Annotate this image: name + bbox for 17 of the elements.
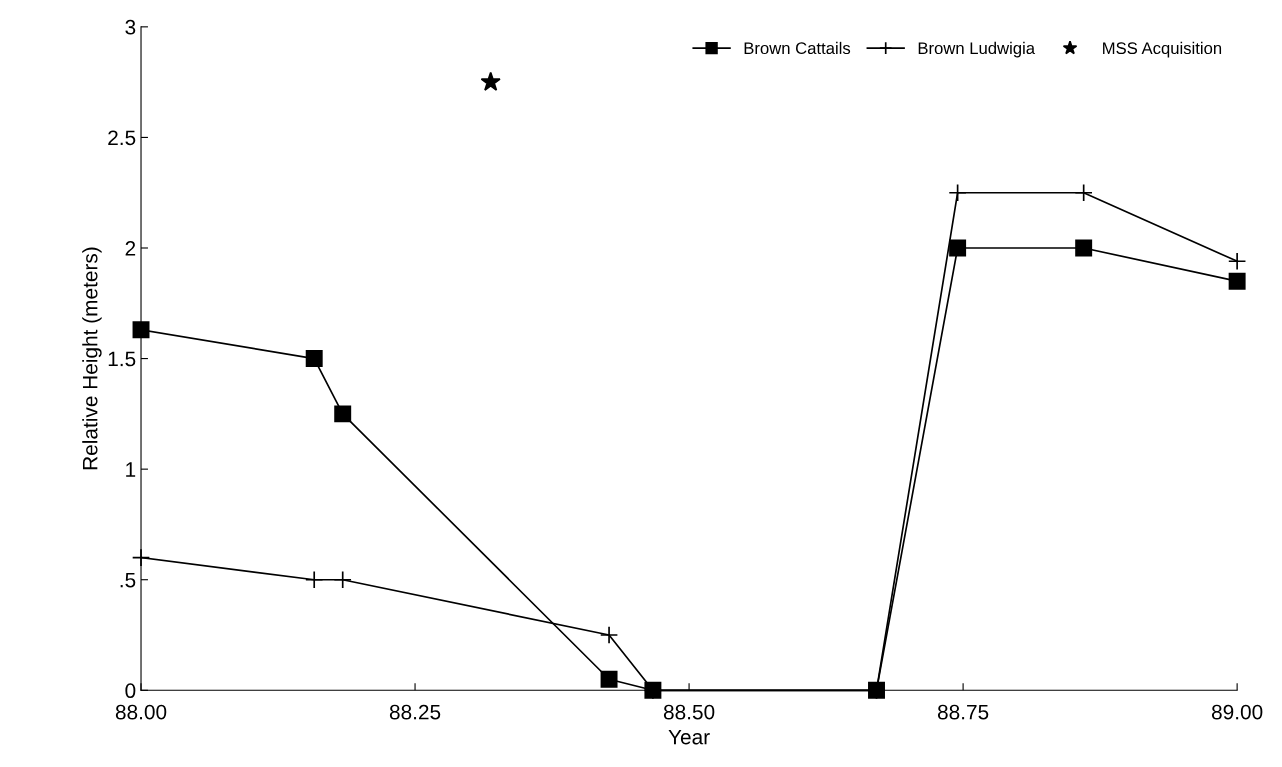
x-tick-label: 88.25 (389, 704, 441, 720)
y-tick-label: 1.5 (108, 351, 136, 367)
x-tick-label: 88.00 (115, 704, 167, 720)
legend-label: Brown Cattails (744, 41, 851, 55)
x-tick-label: 89.00 (1211, 704, 1263, 720)
x-tick-label: 88.50 (663, 704, 715, 720)
y-tick-label: 3 (125, 19, 136, 35)
legend-label: Brown Ludwigia (918, 41, 1036, 58)
y-axis-title: Relative Height (meters) (82, 247, 102, 470)
y-tick-label: .5 (120, 572, 136, 588)
y-tick-label: 1 (126, 462, 136, 477)
x-axis-title: Year (668, 729, 710, 745)
y-tick-label: 2.5 (108, 130, 136, 146)
legend-label: MSS Acquisition (1103, 41, 1222, 58)
y-tick-label: 2 (125, 241, 136, 256)
y-tick-label: 0 (125, 683, 136, 699)
x-tick-label: 88.75 (937, 704, 989, 720)
